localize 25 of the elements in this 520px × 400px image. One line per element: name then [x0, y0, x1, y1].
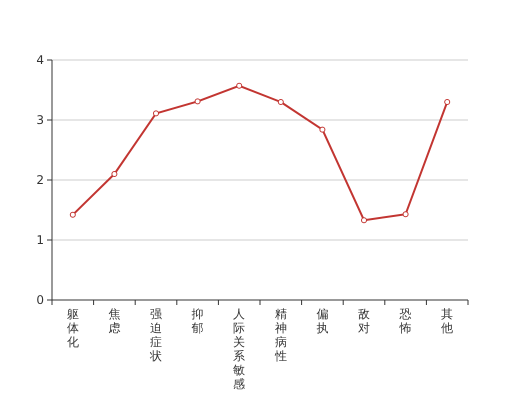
y-tick-label: 2	[36, 173, 44, 187]
point	[194, 98, 201, 104]
y-tick-label: 0	[36, 293, 44, 307]
x-tick-label: 敌对	[358, 307, 370, 335]
y-tick-label: 3	[36, 113, 44, 127]
point	[444, 99, 450, 105]
x-tick-label: 强迫症状	[149, 307, 162, 363]
x-tick-label: 焦虑	[108, 307, 120, 335]
y-tick-label: 1	[36, 233, 44, 247]
point	[361, 217, 367, 224]
x-tick-label: 抑郁	[192, 307, 204, 335]
point	[153, 110, 159, 116]
x-tick-label: 精神病性	[274, 307, 287, 363]
y-tick-label: 4	[36, 53, 44, 67]
x-tick-label: 偏执	[316, 307, 328, 335]
point	[70, 212, 76, 218]
x-tick-label: 人际关系敏感	[233, 307, 246, 391]
point	[402, 211, 409, 218]
x-tick-label: 恐怖	[398, 307, 412, 335]
point	[236, 82, 242, 89]
x-tick-label: 其他	[441, 307, 454, 335]
point	[111, 171, 118, 177]
point	[319, 126, 326, 133]
point	[278, 99, 284, 105]
x-tick-label: 躯体化	[66, 307, 79, 349]
